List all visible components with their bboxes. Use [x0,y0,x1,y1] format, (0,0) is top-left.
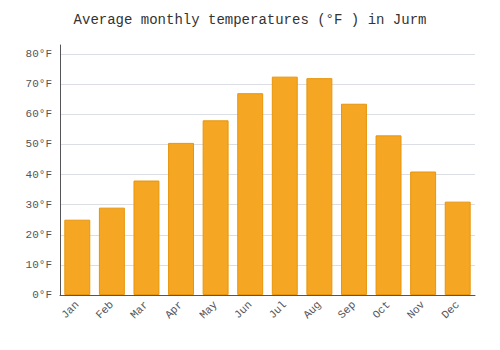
svg-text:Jun: Jun [232,299,254,321]
svg-text:80°F: 80°F [26,48,52,60]
svg-text:Sep: Sep [336,299,358,321]
svg-text:Apr: Apr [163,299,185,321]
svg-text:Average monthly temperatures (: Average monthly temperatures (°F ) in Ju… [74,12,427,28]
svg-text:Oct: Oct [370,299,392,321]
svg-text:Aug: Aug [301,299,323,321]
svg-text:40°F: 40°F [26,169,52,181]
svg-text:May: May [197,298,220,321]
svg-text:60°F: 60°F [26,108,52,120]
svg-text:Dec: Dec [439,299,461,321]
svg-text:70°F: 70°F [26,78,52,90]
svg-text:10°F: 10°F [26,259,52,271]
svg-text:20°F: 20°F [26,229,52,241]
svg-text:50°F: 50°F [26,138,52,150]
svg-text:Jan: Jan [59,299,81,321]
svg-text:Jul: Jul [267,299,289,321]
svg-text:Mar: Mar [128,299,150,321]
svg-text:0°F: 0°F [32,289,52,301]
svg-text:Feb: Feb [94,299,116,321]
svg-text:30°F: 30°F [26,199,52,211]
svg-text:Nov: Nov [405,298,428,321]
